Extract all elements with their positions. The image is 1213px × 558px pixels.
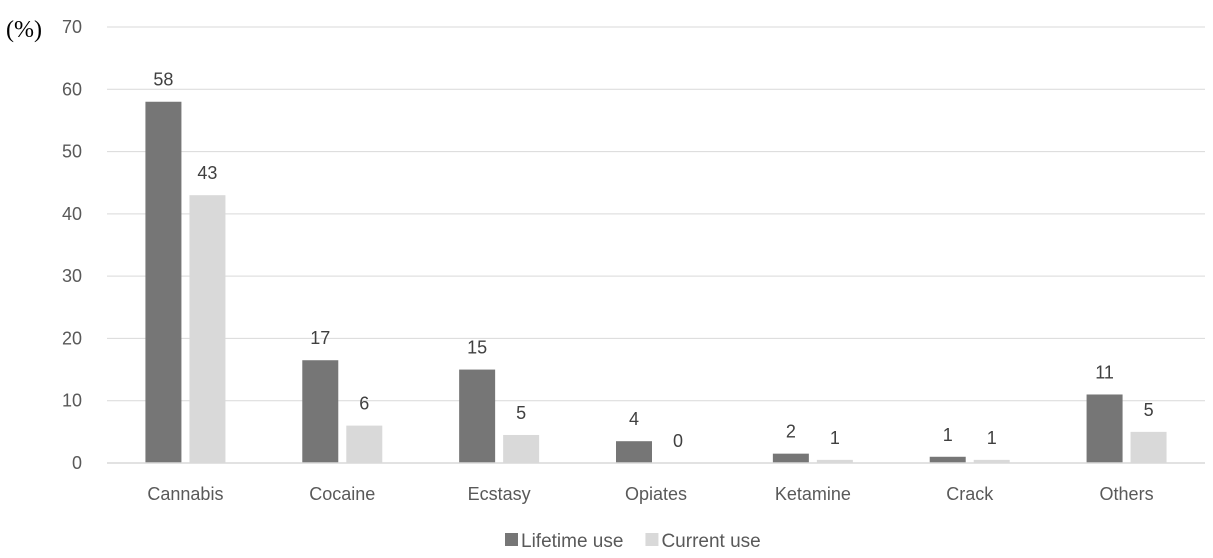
data-label: 15 — [467, 338, 487, 358]
legend-label-lifetime-use: Lifetime use — [521, 531, 623, 552]
data-label: 58 — [153, 70, 173, 90]
y-tick-label: 10 — [62, 391, 82, 411]
data-label: 1 — [987, 428, 997, 448]
data-label: 5 — [1144, 400, 1154, 420]
bar-current-use — [503, 434, 540, 463]
data-label: 1 — [943, 425, 953, 445]
legend-label-current-use: Current use — [661, 531, 760, 552]
x-tick-label: Ecstasy — [468, 484, 531, 504]
x-tick-label: Ketamine — [775, 484, 851, 504]
bar-lifetime-use — [145, 101, 182, 463]
data-label: 4 — [629, 409, 639, 429]
bar-lifetime-use — [616, 441, 652, 463]
data-label: 2 — [786, 422, 796, 442]
gridlines — [107, 26, 1205, 402]
y-tick-label: 70 — [62, 17, 82, 37]
bar-lifetime-use — [302, 360, 339, 463]
legend-swatch-current-use — [645, 533, 659, 546]
x-tick-label: Cocaine — [309, 484, 375, 504]
y-tick-label: 40 — [62, 204, 82, 224]
bar-current-use — [189, 195, 226, 463]
bar-lifetime-use — [459, 369, 496, 463]
x-tick-label: Others — [1100, 484, 1154, 504]
legend-swatch-lifetime-use — [505, 533, 518, 546]
bar-lifetime-use — [929, 456, 966, 463]
x-axis-labels: Cannabis Cocaine Ecstasy Opiates Ketamine Cra… — [147, 484, 1153, 504]
bar-current-use — [816, 459, 853, 463]
y-tick-label: 30 — [62, 266, 82, 286]
bar-current-use — [1130, 431, 1167, 463]
y-unit-label: (%) — [6, 17, 42, 43]
bar-lifetime-use — [1086, 394, 1123, 463]
y-tick-label: 0 — [72, 453, 82, 473]
y-axis-ticks: 0 10 20 30 40 50 60 70 — [62, 17, 82, 473]
bar-current-use — [973, 459, 1010, 463]
legend: Lifetime use Current use — [505, 531, 761, 552]
y-tick-label: 50 — [62, 142, 82, 162]
y-tick-label: 20 — [62, 328, 82, 348]
x-tick-label: Crack — [946, 484, 994, 504]
data-label: 0 — [673, 431, 683, 451]
bars — [145, 101, 1167, 463]
x-tick-label: Cannabis — [147, 484, 223, 504]
data-label: 5 — [516, 403, 526, 423]
data-label: 17 — [310, 328, 330, 348]
bar-current-use — [346, 425, 383, 463]
data-label: 11 — [1095, 362, 1114, 382]
bar-lifetime-use — [772, 453, 809, 463]
data-label: 1 — [830, 428, 840, 448]
x-tick-label: Opiates — [625, 484, 687, 504]
data-label: 43 — [197, 163, 217, 183]
data-label: 6 — [359, 394, 369, 414]
y-tick-label: 60 — [62, 79, 82, 99]
